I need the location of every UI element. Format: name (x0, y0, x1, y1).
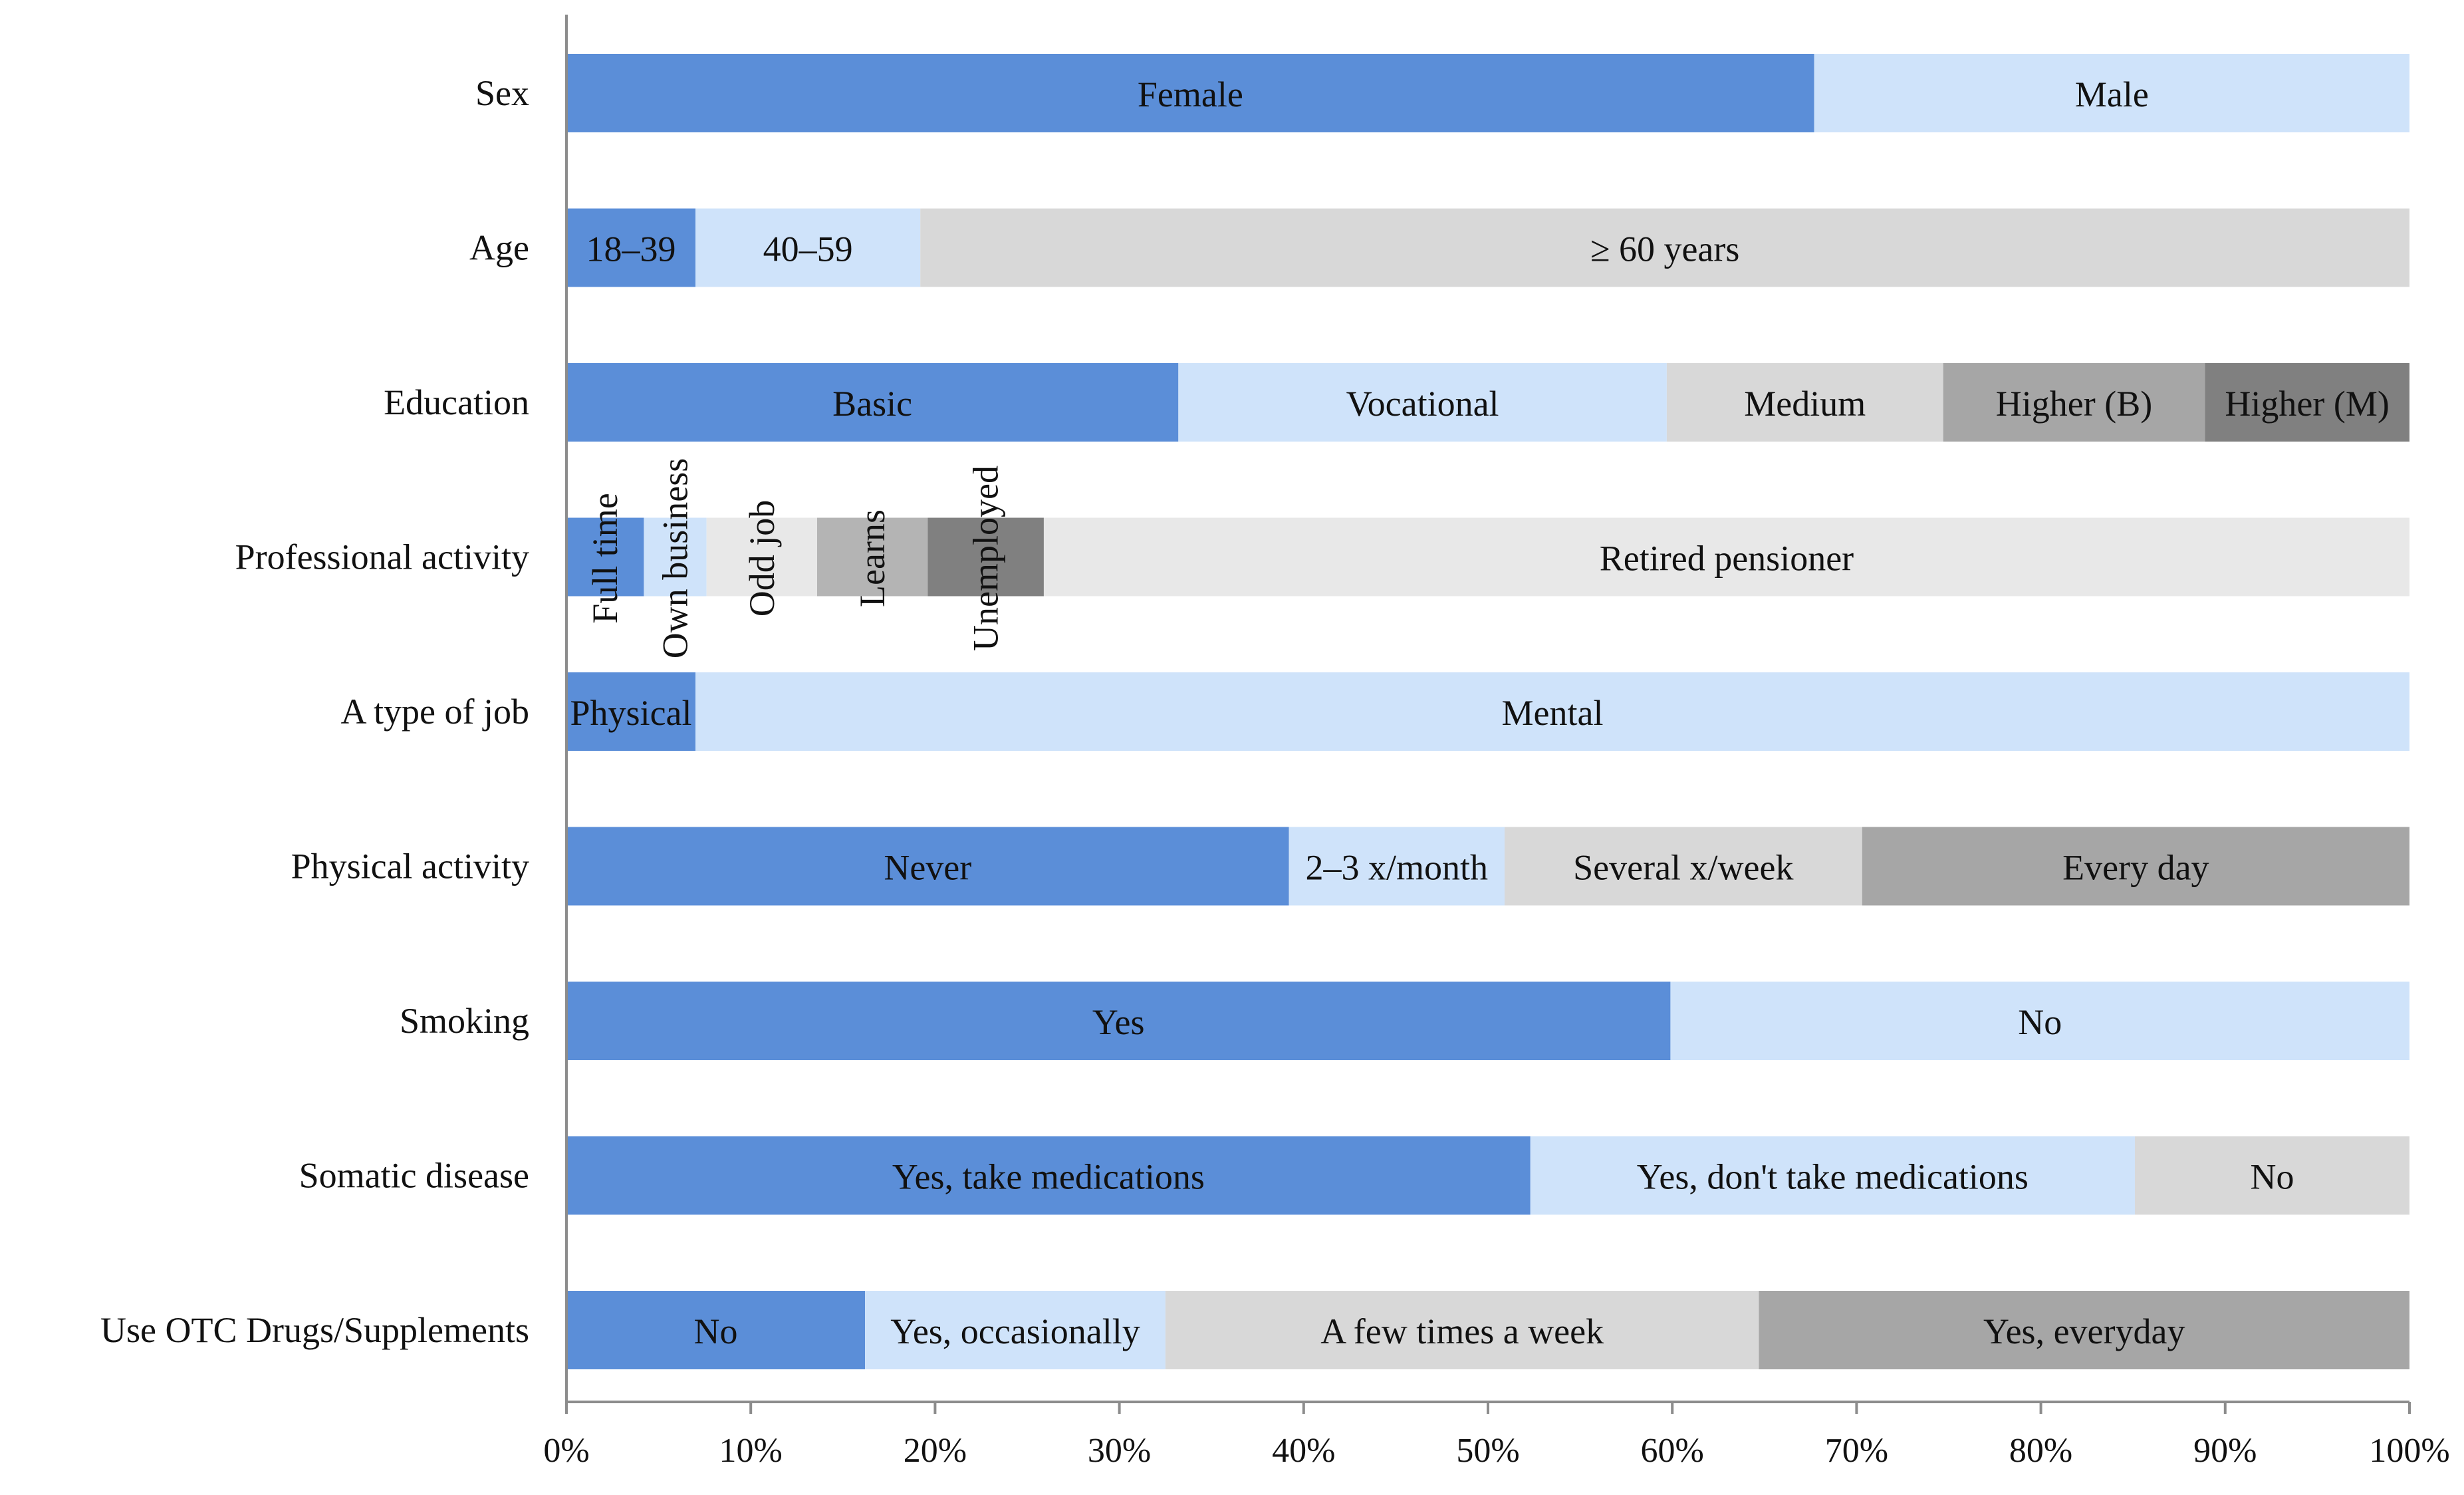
segment-label-professional-activity-unemployed: Unemployed (966, 466, 1006, 651)
axes-layer: Sex Age Education Professional activity A ty… (100, 15, 2450, 1470)
segment-label-professional-activity-odd-job: Odd job (742, 500, 782, 617)
segment-label-somatic-disease-yes-don-t-take-medications: Yes, don't take medications (1637, 1157, 2029, 1197)
segment-label-age-18-39: 18–39 (586, 229, 676, 269)
category-label-education: Education (384, 382, 529, 422)
bar-segment-professional-activity-own-business (644, 517, 707, 597)
segment-label-sex-male: Male (2075, 74, 2149, 114)
bar-segment-professional-activity-retired-pensioner (1043, 517, 2409, 597)
category-label-sex: Sex (475, 73, 529, 113)
x-tick-label-50: 50% (1456, 1432, 1519, 1470)
bar-segment-physical-activity-never (566, 827, 1289, 906)
category-label-physical-activity: Physical activity (291, 847, 529, 886)
category-label-smoking: Smoking (400, 1001, 529, 1041)
x-tick-label-0: 0% (543, 1432, 589, 1470)
segment-label-smoking-yes: Yes (1092, 1002, 1145, 1042)
segment-label-somatic-disease-no: No (2250, 1157, 2294, 1197)
segment-labels-layer: Female Male 18–39 40–59 ≥ 60 years Basic Vocat… (570, 74, 2390, 1351)
segment-label-education-basic: Basic (832, 384, 912, 424)
segment-label-education-vocational: Vocational (1346, 384, 1499, 424)
x-tick-label-20: 20% (904, 1432, 967, 1470)
segment-label-use-otc-drugs-supplements-yes-everyday: Yes, everyday (1983, 1311, 2185, 1351)
bar-segment-physical-activity-2-3-x-month (1289, 827, 1505, 906)
bar-segment-professional-activity-odd-job (706, 517, 817, 597)
x-tick-label-60: 60% (1641, 1432, 1704, 1470)
category-label-use-otc-drugs-supplements: Use OTC Drugs/Supplements (100, 1310, 529, 1350)
segment-label-somatic-disease-yes-take-medications: Yes, take medications (892, 1157, 1205, 1197)
segment-label-professional-activity-full-time: Full time (585, 493, 625, 624)
bar-segment-sex-male (1814, 54, 2409, 132)
bar-segment-education-medium (1666, 363, 1943, 442)
segment-label-education-higher-m: Higher (M) (2225, 384, 2389, 424)
bar-segment-use-otc-drugs-supplements-a-few-times-a-week (1165, 1291, 1759, 1369)
segment-label-professional-activity-learns: Learns (852, 509, 892, 607)
bar-segment-age-40-59 (695, 208, 921, 287)
category-label-a-type-of-job: A type of job (341, 692, 529, 732)
bar-segment-age-18-39 (566, 208, 696, 287)
segment-label-use-otc-drugs-supplements-a-few-times-a-week: A few times a week (1320, 1311, 1604, 1351)
bar-segment-use-otc-drugs-supplements-yes-everyday (1759, 1291, 2409, 1369)
segment-label-physical-activity-never: Never (884, 848, 971, 888)
segment-label-physical-activity-2-3-x-month: 2–3 x/month (1306, 848, 1489, 888)
bar-segment-physical-activity-several-x-week (1504, 827, 1862, 906)
segment-label-use-otc-drugs-supplements-yes-occasionally: Yes, occasionally (890, 1311, 1140, 1351)
bar-segment-somatic-disease-no (2134, 1136, 2409, 1215)
segment-label-a-type-of-job-physical: Physical (570, 693, 692, 733)
bar-segment-professional-activity-full-time (566, 517, 644, 597)
bar-segment-smoking-yes (566, 982, 1671, 1060)
segment-label-physical-activity-several-x-week: Several x/week (1573, 848, 1793, 888)
segment-label-physical-activity-every-day: Every day (2062, 848, 2209, 888)
x-tick-label-100: 100% (2369, 1432, 2449, 1470)
bar-segment-education-higher-m (2205, 363, 2409, 442)
bar-segment-a-type-of-job-physical (566, 672, 696, 751)
segment-label-use-otc-drugs-supplements-no: No (694, 1311, 738, 1351)
segment-label-education-higher-b: Higher (B) (1996, 384, 2152, 424)
category-label-professional-activity: Professional activity (235, 537, 529, 577)
segment-label-smoking-no: No (2018, 1002, 2062, 1042)
bar-segment-sex-female (566, 54, 1814, 132)
segment-label-sex-female: Female (1138, 74, 1243, 114)
segment-label-a-type-of-job-mental: Mental (1502, 693, 1604, 733)
x-tick-label-80: 80% (2009, 1432, 2072, 1470)
bars-layer (566, 54, 2409, 1369)
segment-label-age-60-years: ≥ 60 years (1590, 229, 1740, 269)
bar-segment-education-vocational (1178, 363, 1667, 442)
segment-label-professional-activity-retired-pensioner: Retired pensioner (1600, 539, 1854, 579)
bar-segment-smoking-no (1670, 982, 2409, 1060)
bar-segment-use-otc-drugs-supplements-yes-occasionally (865, 1291, 1166, 1369)
x-tick-label-90: 90% (2193, 1432, 2257, 1470)
bar-segment-use-otc-drugs-supplements-no (566, 1291, 866, 1369)
bar-segment-physical-activity-every-day (1862, 827, 2409, 906)
bar-segment-somatic-disease-yes-take-medications (566, 1136, 1531, 1215)
segment-label-age-40-59: 40–59 (763, 229, 853, 269)
bar-segment-education-basic (566, 363, 1179, 442)
x-tick-label-70: 70% (1825, 1432, 1888, 1470)
bar-segment-professional-activity-learns (816, 517, 928, 597)
bar-segment-professional-activity-unemployed (927, 517, 1044, 597)
category-label-somatic-disease: Somatic disease (299, 1156, 529, 1196)
x-tick-label-10: 10% (719, 1432, 783, 1470)
bar-segment-somatic-disease-yes-don-t-take-medications (1530, 1136, 2135, 1215)
x-tick-label-30: 30% (1088, 1432, 1151, 1470)
bar-segment-education-higher-b (1943, 363, 2205, 442)
x-tick-label-40: 40% (1272, 1432, 1335, 1470)
bar-segment-age-60-years (920, 208, 2409, 287)
segment-label-professional-activity-own-business: Own business (656, 458, 695, 659)
category-label-age: Age (469, 228, 529, 268)
bar-segment-a-type-of-job-mental (695, 672, 2409, 751)
segment-label-education-medium: Medium (1744, 384, 1866, 424)
